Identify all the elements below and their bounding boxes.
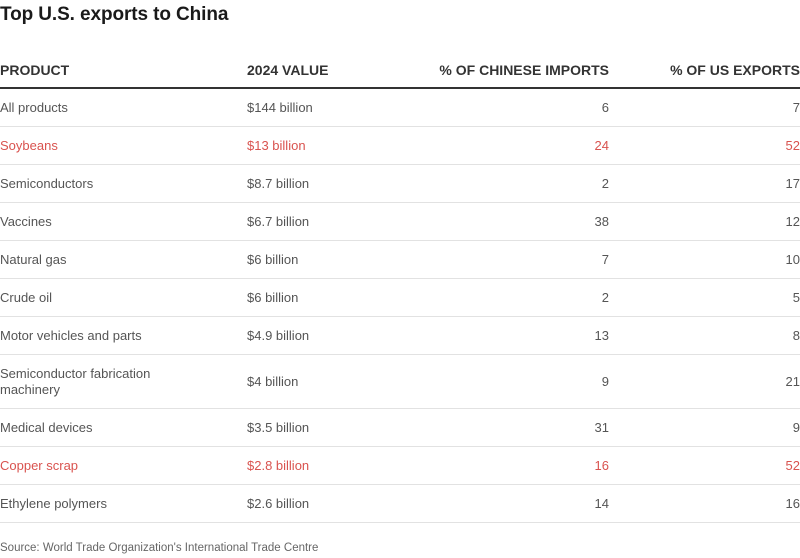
cell-chinese-imports-pct: 24: [387, 126, 609, 165]
column-header-chinese-imports: % OF CHINESE IMPORTS: [387, 52, 609, 89]
source-note: Source: World Trade Organization's Inter…: [0, 542, 319, 554]
cell-value: $6 billion: [247, 240, 387, 279]
table-row: Medical devices $3.5 billion 31 9: [0, 408, 800, 447]
cell-product: All products: [0, 88, 247, 127]
cell-product: Copper scrap: [0, 446, 247, 485]
cell-us-exports-pct: 52: [609, 126, 800, 165]
exports-table: PRODUCT 2024 VALUE % OF CHINESE IMPORTS …: [0, 52, 800, 523]
cell-product: Semiconductor fabrication machinery: [0, 354, 247, 409]
table-row: Crude oil $6 billion 2 5: [0, 278, 800, 317]
cell-us-exports-pct: 7: [609, 88, 800, 127]
cell-us-exports-pct: 16: [609, 484, 800, 523]
cell-us-exports-pct: 17: [609, 164, 800, 203]
table-row: Vaccines $6.7 billion 38 12: [0, 202, 800, 241]
cell-us-exports-pct: 9: [609, 408, 800, 447]
cell-chinese-imports-pct: 13: [387, 316, 609, 355]
cell-product: Natural gas: [0, 240, 247, 279]
cell-us-exports-pct: 52: [609, 446, 800, 485]
cell-us-exports-pct: 10: [609, 240, 800, 279]
cell-value: $2.6 billion: [247, 484, 387, 523]
table-row: Semiconductor fabrication machinery $4 bi…: [0, 354, 800, 409]
table-row: Natural gas $6 billion 7 10: [0, 240, 800, 279]
cell-us-exports-pct: 21: [609, 354, 800, 409]
table-body: All products $144 billion 6 7 Soybeans $13 bi…: [0, 88, 800, 523]
cell-value: $3.5 billion: [247, 408, 387, 447]
cell-product: Vaccines: [0, 202, 247, 241]
table-row: All products $144 billion 6 7: [0, 88, 800, 127]
cell-product: Motor vehicles and parts: [0, 316, 247, 355]
cell-value: $2.8 billion: [247, 446, 387, 485]
cell-product: Crude oil: [0, 278, 247, 317]
cell-chinese-imports-pct: 38: [387, 202, 609, 241]
cell-us-exports-pct: 8: [609, 316, 800, 355]
column-header-value: 2024 VALUE: [247, 52, 387, 89]
cell-chinese-imports-pct: 6: [387, 88, 609, 127]
cell-value: $6.7 billion: [247, 202, 387, 241]
table-row: Copper scrap $2.8 billion 16 52: [0, 446, 800, 485]
cell-chinese-imports-pct: 2: [387, 278, 609, 317]
cell-value: $6 billion: [247, 278, 387, 317]
cell-chinese-imports-pct: 9: [387, 354, 609, 409]
cell-product: Semiconductors: [0, 164, 247, 203]
cell-product: Medical devices: [0, 408, 247, 447]
cell-value: $4.9 billion: [247, 316, 387, 355]
table-row: Ethylene polymers $2.6 billion 14 16: [0, 484, 800, 523]
page-title: Top U.S. exports to China: [0, 4, 229, 25]
cell-product: Ethylene polymers: [0, 484, 247, 523]
cell-chinese-imports-pct: 14: [387, 484, 609, 523]
cell-us-exports-pct: 5: [609, 278, 800, 317]
cell-value: $8.7 billion: [247, 164, 387, 203]
cell-us-exports-pct: 12: [609, 202, 800, 241]
cell-value: $4 billion: [247, 354, 387, 409]
column-header-us-exports: % OF US EXPORTS: [609, 52, 800, 89]
table-row: Motor vehicles and parts $4.9 billion 13 8: [0, 316, 800, 355]
cell-chinese-imports-pct: 2: [387, 164, 609, 203]
cell-chinese-imports-pct: 31: [387, 408, 609, 447]
table-row: Soybeans $13 billion 24 52: [0, 126, 800, 165]
cell-value: $13 billion: [247, 126, 387, 165]
cell-chinese-imports-pct: 16: [387, 446, 609, 485]
cell-chinese-imports-pct: 7: [387, 240, 609, 279]
table-row: Semiconductors $8.7 billion 2 17: [0, 164, 800, 203]
table-header-row: PRODUCT 2024 VALUE % OF CHINESE IMPORTS …: [0, 52, 800, 89]
cell-value: $144 billion: [247, 88, 387, 127]
column-header-product: PRODUCT: [0, 52, 247, 89]
cell-product: Soybeans: [0, 126, 247, 165]
